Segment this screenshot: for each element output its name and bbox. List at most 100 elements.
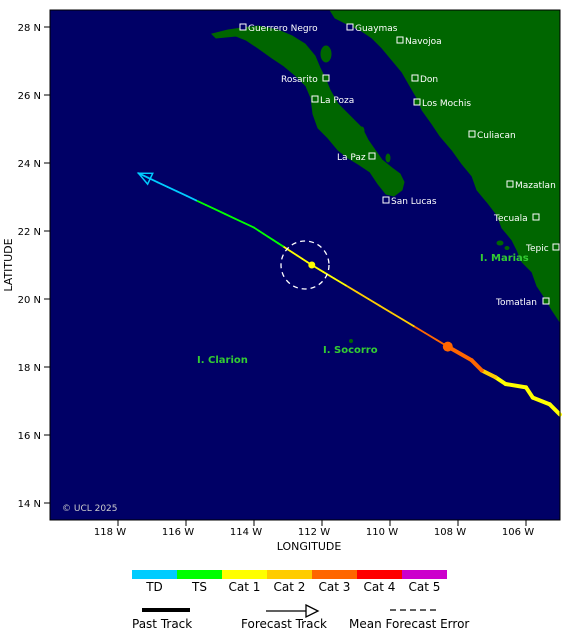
city-la-paz: La Paz bbox=[337, 152, 376, 163]
lat-tick: 24 N bbox=[18, 159, 50, 170]
forecast-arrow-icon bbox=[305, 603, 320, 619]
lat-tick: 22 N bbox=[18, 227, 50, 238]
city-tomatlan: Tomatlan bbox=[495, 297, 550, 308]
city-don: Don bbox=[411, 74, 438, 85]
city-marker-icon bbox=[411, 74, 419, 82]
city-marker-icon bbox=[552, 243, 560, 251]
lat-tick: 14 N bbox=[18, 499, 50, 510]
lat-tick-label: 22 N bbox=[18, 227, 41, 238]
city-guerrero-negro: Guerrero Negro bbox=[239, 23, 318, 34]
x-axis-title: LONGITUDE bbox=[277, 540, 342, 553]
island-label-clarion: I. Clarion bbox=[197, 355, 248, 366]
lon-tick: 106 W bbox=[502, 520, 534, 538]
past-track-segment bbox=[530, 395, 552, 407]
lat-tick: 16 N bbox=[18, 431, 50, 442]
lon-tick: 118 W bbox=[94, 520, 126, 538]
past-track-legend-label: Past Track bbox=[132, 617, 192, 631]
city-marker-icon bbox=[396, 36, 404, 44]
legend-swatch-ts bbox=[177, 570, 222, 579]
legend-swatch-cat3 bbox=[312, 570, 357, 579]
island-label-marias: I. Marias bbox=[480, 253, 529, 264]
forecast-track-segment bbox=[296, 254, 304, 260]
forecast-track-segment bbox=[301, 257, 308, 263]
city-tecuala: Tecuala bbox=[493, 213, 540, 224]
past-track-segment bbox=[493, 375, 508, 386]
forecast-arrow-head-icon bbox=[136, 172, 154, 186]
marias-island-2 bbox=[504, 246, 510, 250]
forecast-track-segment bbox=[401, 318, 415, 328]
lon-tick: 108 W bbox=[434, 520, 466, 538]
forecast-track-segment bbox=[277, 242, 284, 248]
forecast-track-segment bbox=[195, 199, 207, 206]
lat-tick-label: 20 N bbox=[18, 295, 41, 306]
city-tepic: Tepic bbox=[525, 243, 560, 254]
legend-label-cat1: Cat 1 bbox=[229, 580, 261, 594]
legend-swatch-cat1 bbox=[222, 570, 267, 579]
lon-tick: 112 W bbox=[298, 520, 330, 538]
city-la-poza: La Poza bbox=[311, 95, 354, 106]
city-marker-icon bbox=[368, 152, 376, 160]
lat-ticks: 28 N 26 N 24 N 22 N 20 N 18 N 16 N 14 N bbox=[18, 23, 50, 510]
lon-tick-label: 116 W bbox=[162, 527, 194, 538]
forecast-track-segment bbox=[267, 236, 275, 241]
legend-label-td: TD bbox=[145, 580, 163, 594]
city-marker-icon bbox=[542, 297, 550, 305]
forecast-track-segment bbox=[424, 332, 438, 341]
forecast-track-segment bbox=[156, 181, 169, 188]
socorro-island bbox=[349, 339, 353, 343]
legend-swatch-cat2 bbox=[267, 570, 312, 579]
city-label: Guaymas bbox=[355, 24, 398, 34]
forecast-track-segment bbox=[185, 194, 198, 202]
city-marker-icon bbox=[413, 98, 421, 106]
city-label: Guerrero Negro bbox=[248, 24, 318, 34]
lon-tick-label: 118 W bbox=[94, 527, 126, 538]
cerralvo-island bbox=[385, 153, 391, 163]
past-track-segment bbox=[547, 402, 562, 417]
city-label: Don bbox=[420, 75, 438, 85]
city-marker-icon bbox=[346, 23, 354, 31]
legend-label-cat3: Cat 3 bbox=[319, 580, 351, 594]
city-marker-icon bbox=[239, 23, 247, 31]
city-guaymas: Guaymas bbox=[346, 23, 398, 34]
city-label: Tepic bbox=[525, 244, 549, 254]
category-legend: TD TS Cat 1 Cat 2 Cat 3 Cat 4 Cat 5 bbox=[132, 570, 447, 594]
lon-tick: 114 W bbox=[230, 520, 262, 538]
lat-tick-label: 26 N bbox=[18, 91, 41, 102]
forecast-track-segment bbox=[262, 232, 270, 238]
lat-tick: 20 N bbox=[18, 295, 50, 306]
city-mazatlan: Mazatlan bbox=[506, 180, 556, 191]
city-markers: Guerrero Negro Guaymas Navojoa Rosarito … bbox=[239, 23, 560, 308]
legend-swatch-cat4 bbox=[357, 570, 402, 579]
forecast-track-segment bbox=[344, 284, 359, 294]
city-marker-icon bbox=[322, 74, 330, 82]
city-label: Mazatlan bbox=[515, 181, 556, 191]
city-label: La Poza bbox=[320, 96, 354, 106]
city-label: Los Mochis bbox=[422, 99, 471, 109]
city-label: La Paz bbox=[337, 153, 366, 163]
y-axis-title: LATITUDE bbox=[2, 238, 15, 291]
lon-tick-label: 108 W bbox=[434, 527, 466, 538]
past-track-segment bbox=[469, 358, 484, 373]
city-rosarito: Rosarito bbox=[281, 74, 330, 85]
legend-label-cat4: Cat 4 bbox=[364, 580, 396, 594]
forecast-track-segment bbox=[243, 222, 255, 229]
forecast-track-segment bbox=[204, 204, 217, 211]
storm-track-layer bbox=[136, 172, 562, 417]
forecast-track-segment bbox=[257, 229, 265, 235]
lat-tick-label: 16 N bbox=[18, 431, 41, 442]
city-marker-icon bbox=[468, 130, 476, 138]
city-label: Rosarito bbox=[281, 75, 318, 85]
legend-swatch-cat5 bbox=[402, 570, 447, 579]
past-track-segment bbox=[479, 368, 498, 380]
city-los-mochis: Los Mochis bbox=[413, 98, 471, 109]
lon-ticks: 118 W 116 W 114 W 112 W 110 W 108 W 106 … bbox=[94, 520, 534, 538]
city-marker-icon bbox=[532, 213, 540, 221]
current-position-dot bbox=[442, 341, 453, 352]
city-label: San Lucas bbox=[391, 197, 437, 207]
forecast-track-segment bbox=[322, 270, 336, 280]
city-marker-icon bbox=[311, 95, 319, 103]
city-marker-icon bbox=[382, 196, 390, 204]
lat-tick: 28 N bbox=[18, 23, 50, 34]
lat-tick-label: 18 N bbox=[18, 363, 41, 374]
